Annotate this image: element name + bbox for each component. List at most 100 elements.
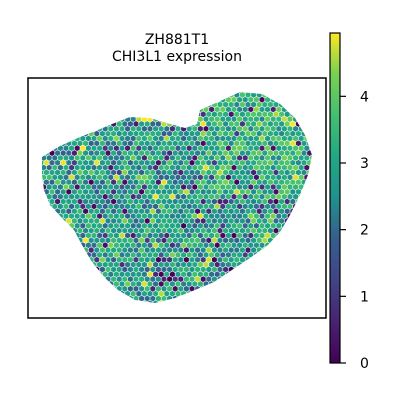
expression-spot — [209, 242, 215, 249]
expression-spot — [97, 145, 103, 152]
expression-spot — [91, 135, 97, 142]
expression-spot — [293, 145, 299, 152]
expression-spot — [287, 135, 293, 142]
expression-spot — [239, 92, 245, 98]
expression-spot — [141, 232, 147, 239]
expression-spot — [172, 266, 178, 273]
expression-spot — [225, 242, 231, 249]
expression-spot — [158, 232, 164, 239]
expression-spot — [239, 111, 245, 118]
expression-spot — [71, 188, 77, 195]
expression-spot — [245, 140, 251, 147]
expression-spot — [265, 96, 271, 103]
expression-spot — [113, 174, 119, 181]
expression-spot — [279, 169, 285, 176]
expression-spot — [214, 271, 220, 278]
chart-title: ZH881T1 — [145, 32, 209, 48]
expression-spot — [214, 174, 220, 181]
expression-spot — [284, 198, 290, 205]
expression-spot — [94, 227, 100, 234]
expression-spot — [234, 140, 240, 147]
expression-spot — [97, 232, 103, 239]
expression-spot — [223, 159, 229, 166]
expression-spot — [169, 232, 175, 239]
expression-spot — [284, 179, 290, 186]
expression-spot — [217, 256, 223, 263]
expression-spot — [189, 266, 195, 273]
expression-spot — [141, 154, 147, 161]
colorbar-ticks: 0 1 2 3 4 — [340, 89, 369, 372]
expression-spot — [242, 222, 248, 229]
expression-spot — [253, 125, 259, 132]
expression-spot — [172, 140, 178, 147]
expression-spot — [225, 184, 231, 190]
expression-spot — [153, 213, 159, 219]
expression-spot — [256, 198, 262, 205]
expression-spot — [209, 222, 215, 229]
expression-spot — [55, 188, 61, 195]
expression-spot — [169, 251, 175, 258]
expression-spot — [228, 140, 234, 147]
expression-spot — [150, 285, 156, 292]
expression-spot — [279, 198, 285, 205]
colorbar — [329, 32, 341, 364]
expression-spot — [242, 232, 248, 239]
expression-spot — [122, 285, 128, 292]
expression-spot — [248, 222, 254, 229]
expression-spot — [172, 179, 178, 186]
expression-spot — [239, 130, 245, 137]
expression-spot — [113, 271, 119, 278]
expression-spot — [63, 164, 69, 171]
expression-spot — [164, 154, 170, 161]
expression-spot — [217, 101, 223, 108]
expression-spot — [127, 208, 133, 215]
expression-spot — [94, 237, 100, 244]
expression-spot — [49, 179, 55, 186]
expression-spot — [225, 96, 231, 103]
expression-spot — [251, 218, 257, 224]
expression-spot — [85, 184, 91, 190]
expression-spot — [161, 285, 167, 292]
expression-spot — [267, 179, 273, 186]
expression-spot — [192, 193, 198, 200]
expression-spot — [304, 154, 310, 161]
expression-spot — [111, 159, 117, 166]
expression-spot — [186, 271, 192, 278]
expression-spot — [60, 198, 66, 205]
expression-spot — [211, 218, 217, 224]
expression-spot — [161, 256, 167, 263]
expression-spot — [133, 159, 139, 166]
expression-spot — [189, 188, 195, 195]
expression-spot — [80, 135, 86, 142]
expression-spot — [119, 261, 125, 268]
expression-spot — [245, 111, 251, 118]
expression-spot — [150, 295, 156, 302]
expression-spot — [189, 285, 195, 292]
expression-spot — [301, 140, 307, 147]
expression-spot — [206, 140, 212, 147]
expression-spot — [141, 213, 147, 219]
expression-spot — [231, 222, 237, 229]
expression-spot — [55, 159, 61, 166]
expression-spot — [203, 271, 209, 278]
expression-spot — [259, 145, 265, 152]
expression-spot — [164, 145, 170, 152]
expression-spot — [192, 135, 198, 142]
expression-spot — [259, 222, 265, 229]
expression-spot — [189, 169, 195, 176]
expression-spot — [113, 164, 119, 171]
expression-spot — [237, 145, 243, 152]
expression-spot — [231, 232, 237, 239]
expression-spot — [295, 169, 301, 176]
expression-spot — [225, 106, 231, 113]
expression-spot — [209, 125, 215, 132]
expression-spot — [153, 232, 159, 239]
expression-spot — [256, 169, 262, 176]
expression-spot — [141, 281, 147, 287]
expression-spot — [164, 242, 170, 249]
expression-spot — [144, 285, 150, 292]
expression-spot — [200, 198, 206, 205]
expression-spot — [211, 150, 217, 156]
expression-spot — [276, 154, 282, 161]
expression-spot — [276, 125, 282, 132]
